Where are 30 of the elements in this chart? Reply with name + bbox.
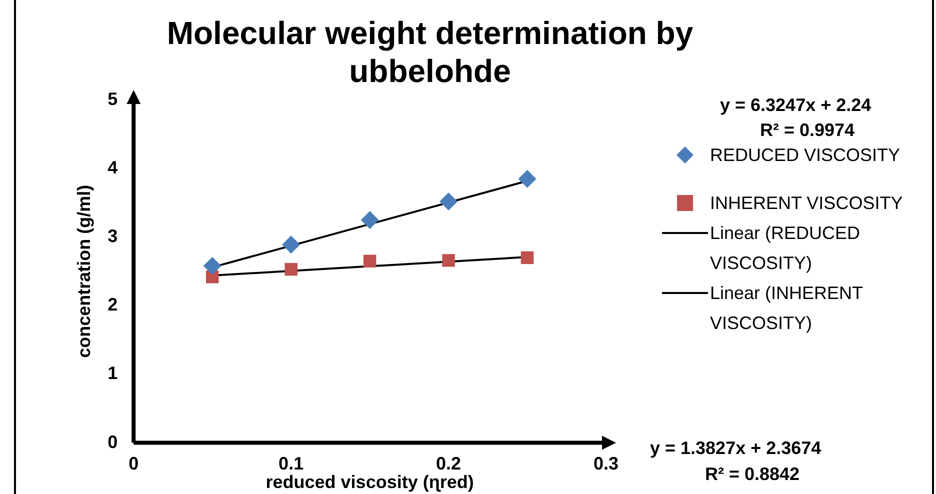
legend-label: INHERENT VISCOSITY (710, 192, 904, 215)
x-tick-label: 0.3 (593, 454, 619, 474)
point (363, 254, 376, 268)
legend-label: Linear (REDUCED VISCOSITY) (710, 222, 862, 275)
y-tick-label: 1 (108, 363, 118, 384)
y-tick-label: 0 (108, 432, 118, 452)
x-tick-label: 0.1 (278, 454, 304, 474)
text: R² = 0.8842 (705, 464, 800, 485)
text: y = 1.3827x + 2.3674 (650, 438, 822, 459)
x-axis-title: reduced viscosity (ɳred) (266, 472, 474, 492)
text: R² = 0.9974 (760, 120, 855, 141)
x-tick-label: 0.2 (436, 454, 462, 474)
legend-label: Linear (INHERENT VISCOSITY) (710, 282, 864, 335)
legend-label: REDUCED VISCOSITY (710, 144, 902, 167)
y-tick-label: 4 (108, 158, 118, 178)
point (360, 210, 379, 229)
x-tick-label: 0 (128, 454, 139, 474)
y-tick-label: 2 (108, 294, 118, 315)
point (518, 170, 536, 188)
text: y = 6.3247x + 2.24 (720, 95, 872, 116)
y-tick-label: 3 (108, 226, 118, 246)
point (440, 192, 458, 210)
chart-title: Molecular weight determination by ubbelohde (166, 14, 694, 90)
point (203, 256, 222, 275)
point (520, 251, 534, 264)
point (282, 236, 300, 254)
y-axis-title: concentration (g/ml) (74, 184, 94, 358)
point (284, 262, 298, 276)
y-tick-label: 5 (108, 88, 118, 109)
point (442, 254, 455, 267)
